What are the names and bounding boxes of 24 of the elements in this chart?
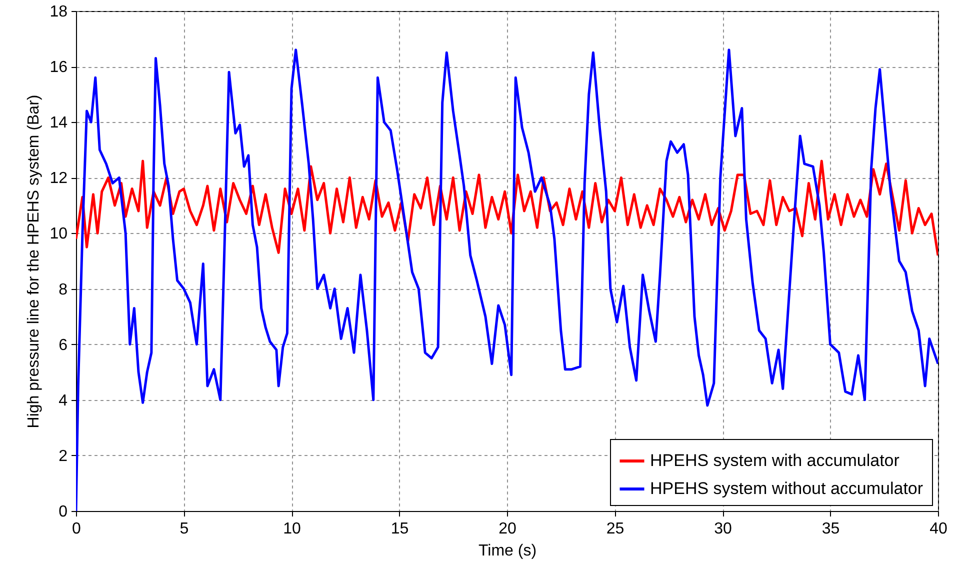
- y-tick-label: 8: [58, 281, 68, 298]
- x-tick-label: 30: [714, 520, 732, 538]
- y-tick-label: 6: [58, 336, 68, 354]
- y-tick-label: 18: [50, 4, 68, 20]
- x-tick-label: 15: [390, 520, 409, 538]
- x-tick-label: 5: [180, 520, 189, 538]
- x-tick-label: 40: [930, 520, 948, 538]
- y-tick-label: 14: [50, 114, 68, 132]
- x-tick-label: 25: [606, 520, 624, 538]
- y-tick-label: 2: [58, 448, 68, 465]
- y-tick-label: 12: [50, 170, 68, 188]
- y-tick-label: 10: [50, 226, 68, 243]
- x-tick-label: 10: [283, 520, 301, 538]
- x-tick-label: 20: [498, 520, 516, 538]
- x-axis-title: Time (s): [478, 542, 537, 560]
- line-series: [76, 160, 938, 257]
- legend-label: HPEHS system with accumulator: [650, 451, 900, 470]
- y-tick-label: 16: [50, 59, 68, 76]
- legend-label: HPEHS system without accumulator: [650, 479, 924, 498]
- y-tick-label: 4: [58, 392, 68, 410]
- x-tick-label: 0: [72, 520, 82, 538]
- y-axis-title: High pressure line for the HPEHS system (Bar): [26, 94, 43, 428]
- y-tick-label: 0: [58, 504, 68, 520]
- x-tick-label: 35: [822, 520, 840, 538]
